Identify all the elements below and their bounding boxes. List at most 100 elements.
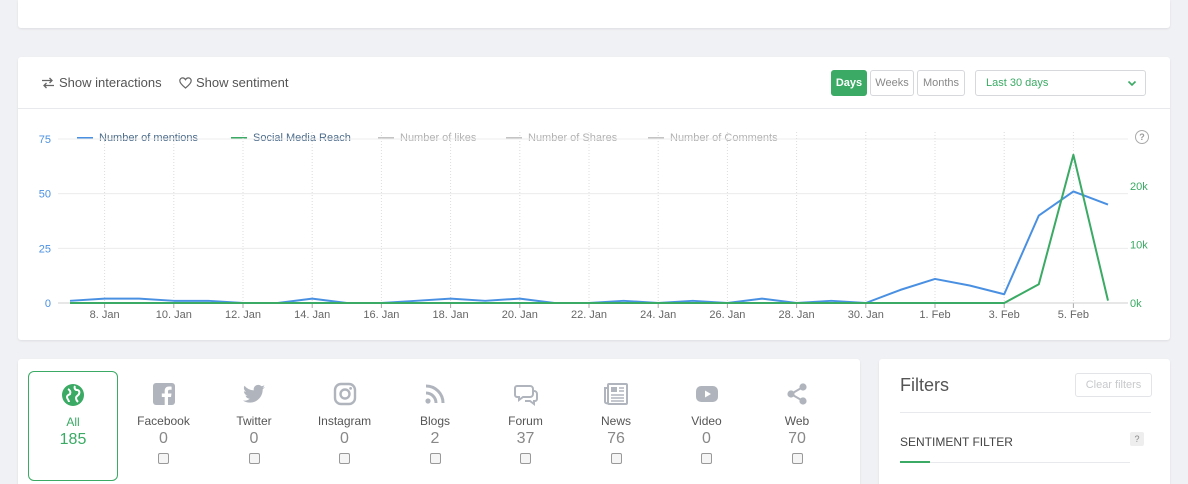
source-label: Web [784, 414, 810, 428]
x-tick-label: 26. Jan [709, 309, 745, 321]
facebook-icon [119, 381, 209, 407]
x-tick-label: 12. Jan [225, 309, 261, 321]
y-left-tick-label: 75 [39, 134, 51, 146]
legend-swatch [378, 137, 394, 139]
sentiment-underline [900, 461, 930, 463]
series-line-number-of-mentions [69, 190, 1109, 304]
x-tick-label: 16. Jan [363, 309, 399, 321]
legend-shares[interactable]: Number of Shares [506, 132, 617, 144]
source-tile-blogs[interactable]: Blogs 2 [390, 371, 480, 481]
source-checkbox[interactable] [791, 453, 803, 464]
x-tick-label: 20. Jan [502, 309, 538, 321]
weeks-button[interactable]: Weeks [870, 70, 914, 96]
y-left-tick-label: 0 [45, 298, 51, 310]
x-tick-label: 30. Jan [848, 309, 884, 321]
divider [900, 412, 1151, 413]
source-checkbox[interactable] [610, 453, 622, 464]
x-tick-label: 28. Jan [779, 309, 815, 321]
source-checkbox[interactable] [158, 453, 169, 464]
source-tile-all[interactable]: All 185 [28, 371, 118, 481]
instagram-icon [300, 381, 390, 407]
source-count: 0 [340, 430, 349, 447]
source-label: Instagram [317, 414, 372, 428]
youtube-icon [662, 381, 752, 407]
source-tile-forum[interactable]: Forum 37 [481, 371, 571, 481]
source-checkbox[interactable] [339, 453, 350, 464]
show-interactions-link[interactable]: Show interactions [41, 75, 162, 90]
sentiment-help-icon[interactable]: ? [1130, 432, 1144, 446]
source-tile-instagram[interactable]: Instagram 0 [300, 371, 390, 481]
legend-comments[interactable]: Number of Comments [648, 132, 778, 144]
source-checkbox[interactable] [520, 453, 531, 464]
source-checkbox[interactable] [248, 453, 260, 464]
source-tile-twitter[interactable]: Twitter 0 [209, 371, 299, 481]
rss-icon [390, 381, 480, 407]
top-card [18, 0, 1170, 28]
source-label: Video [691, 414, 722, 428]
news-icon [571, 381, 661, 407]
days-button[interactable]: Days [831, 70, 867, 96]
source-label: Blogs [419, 414, 451, 428]
share-icon [752, 381, 842, 407]
months-button[interactable]: Months [917, 70, 965, 96]
x-tick-label: 22. Jan [571, 309, 607, 321]
legend-likes[interactable]: Number of likes [378, 132, 476, 144]
clear-filters-button[interactable]: Clear filters [1075, 373, 1152, 397]
legend-label: Number of likes [400, 132, 477, 144]
chevron-down-icon [1127, 80, 1137, 87]
source-tile-web[interactable]: Web 70 [752, 371, 842, 481]
source-count: 37 [516, 430, 535, 447]
source-tile-news[interactable]: News 76 [571, 371, 661, 481]
legend-label: Social Media Reach [253, 132, 351, 144]
source-count: 76 [607, 430, 625, 447]
globe-icon [29, 382, 117, 408]
source-count: 0 [249, 430, 259, 447]
y-right-tick-label: 10k [1130, 239, 1148, 251]
legend-mentions[interactable]: Number of mentions [77, 132, 198, 144]
legend-label: Number of Shares [528, 132, 618, 144]
twitter-icon [209, 381, 299, 407]
mentions-chart: 75 50 25 0 20k 10k 0k 8. Jan 10. Jan 12. Jan 14. J… [39, 132, 1148, 321]
legend-label: Number of Comments [670, 132, 778, 144]
source-count: 0 [702, 430, 711, 447]
source-label: All [66, 415, 80, 429]
source-count: 70 [788, 430, 806, 447]
chart-help-icon[interactable]: ? [1135, 130, 1149, 144]
y-left-tick-label: 25 [39, 243, 51, 255]
chart-toolbar: Show interactions Show sentiment Days We… [18, 57, 1170, 109]
source-label: Forum [508, 414, 543, 428]
source-label: Facebook [137, 414, 190, 428]
period-select-value: Last 30 days [986, 77, 1049, 89]
period-select[interactable]: Last 30 days [975, 70, 1146, 96]
x-tick-label: 1. Feb [919, 309, 950, 321]
source-checkbox[interactable] [429, 453, 441, 464]
source-label: Twitter [236, 414, 272, 428]
y-right-tick-label: 20k [1130, 181, 1148, 193]
swap-arrows-icon [42, 77, 54, 88]
series-line-social-media-reach [70, 153, 1109, 304]
legend-swatch [506, 137, 522, 139]
filters-title: Filters [900, 375, 949, 395]
legend-swatch [231, 137, 247, 139]
x-tick-label: 5. Feb [1058, 309, 1089, 321]
show-interactions-label: Show interactions [59, 75, 162, 90]
legend-reach[interactable]: Social Media Reach [231, 132, 351, 144]
source-checkbox[interactable] [701, 453, 712, 464]
show-sentiment-link[interactable]: Show sentiment [179, 75, 289, 90]
x-tick-label: 3. Feb [989, 309, 1020, 321]
x-tick-label: 24. Jan [640, 309, 676, 321]
sources-card: All 185 Facebook 0 Twitter 0 Instagram 0 Blogs 2 F… [18, 359, 860, 484]
source-count: 0 [159, 430, 168, 447]
x-tick-label: 10. Jan [156, 309, 192, 321]
legend-label: Number of mentions [99, 132, 199, 144]
y-left-tick-label: 50 [39, 189, 51, 201]
source-tile-facebook[interactable]: Facebook 0 [119, 371, 209, 481]
source-tile-video[interactable]: Video 0 [662, 371, 752, 481]
y-right-tick-label: 0k [1130, 298, 1142, 310]
show-sentiment-label: Show sentiment [196, 75, 289, 90]
x-tick-label: 18. Jan [433, 309, 469, 321]
forum-icon [481, 381, 571, 407]
legend-swatch [77, 137, 93, 139]
legend-swatch [648, 137, 664, 139]
heart-icon [179, 76, 192, 89]
